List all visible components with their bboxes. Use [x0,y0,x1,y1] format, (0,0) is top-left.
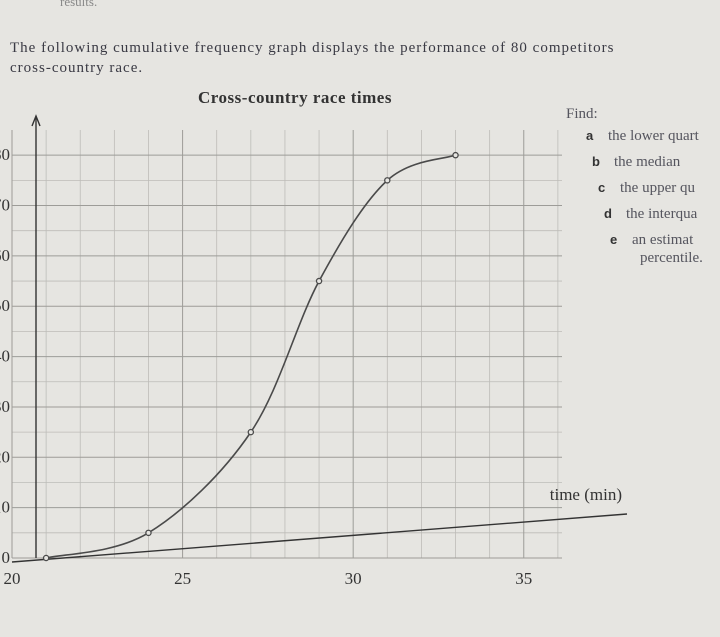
intro-line: cross-country race. [10,60,143,76]
x-axis-label: time (min) [550,485,622,504]
item-text: the lower quart [608,128,700,144]
item-text: the interqua [626,206,698,222]
data-point [42,554,50,562]
x-tick-label: 30 [345,569,362,588]
item-letter: d [604,206,612,221]
item-letter: c [598,180,605,195]
y-tick-label: 80 [0,145,10,164]
item-text: the median [614,154,681,170]
y-tick-label: 10 [0,498,10,517]
data-point [384,177,391,184]
item-text: the upper qu [620,180,695,196]
item-letter: a [586,128,594,143]
y-tick-label: 70 [0,196,10,215]
find-heading: Find: [566,106,598,122]
y-tick-label: 40 [0,347,10,366]
item-text: an estimat [632,232,694,248]
item-letter: e [610,232,617,247]
y-tick-label: 0 [2,548,11,567]
y-tick-label: 60 [0,246,10,265]
x-axis [11,513,628,563]
y-tick-label: 50 [0,296,10,315]
data-point [315,277,323,285]
y-tick-label: 30 [0,397,10,416]
x-tick-label: 20 [4,569,21,588]
data-point [452,151,459,159]
continuation: percentile. [640,250,703,266]
header: results. [60,0,97,9]
chart-title: Cross-country race times [198,88,392,107]
intro-line: The following cumulative frequency graph… [10,40,615,56]
x-tick-label: 35 [515,569,532,588]
x-tick-label: 25 [174,569,191,588]
y-axis-arrow [31,114,41,127]
y-tick-label: 20 [0,447,10,466]
find-list: a the lower quart b the median c the upper qu… [586,128,703,266]
item-letter: b [592,154,600,169]
data-point [145,529,152,537]
plot: 20 25 30 35 0 10 20 30 40 50 60 70 80 time (min) [0,114,628,588]
data-point [247,428,255,436]
